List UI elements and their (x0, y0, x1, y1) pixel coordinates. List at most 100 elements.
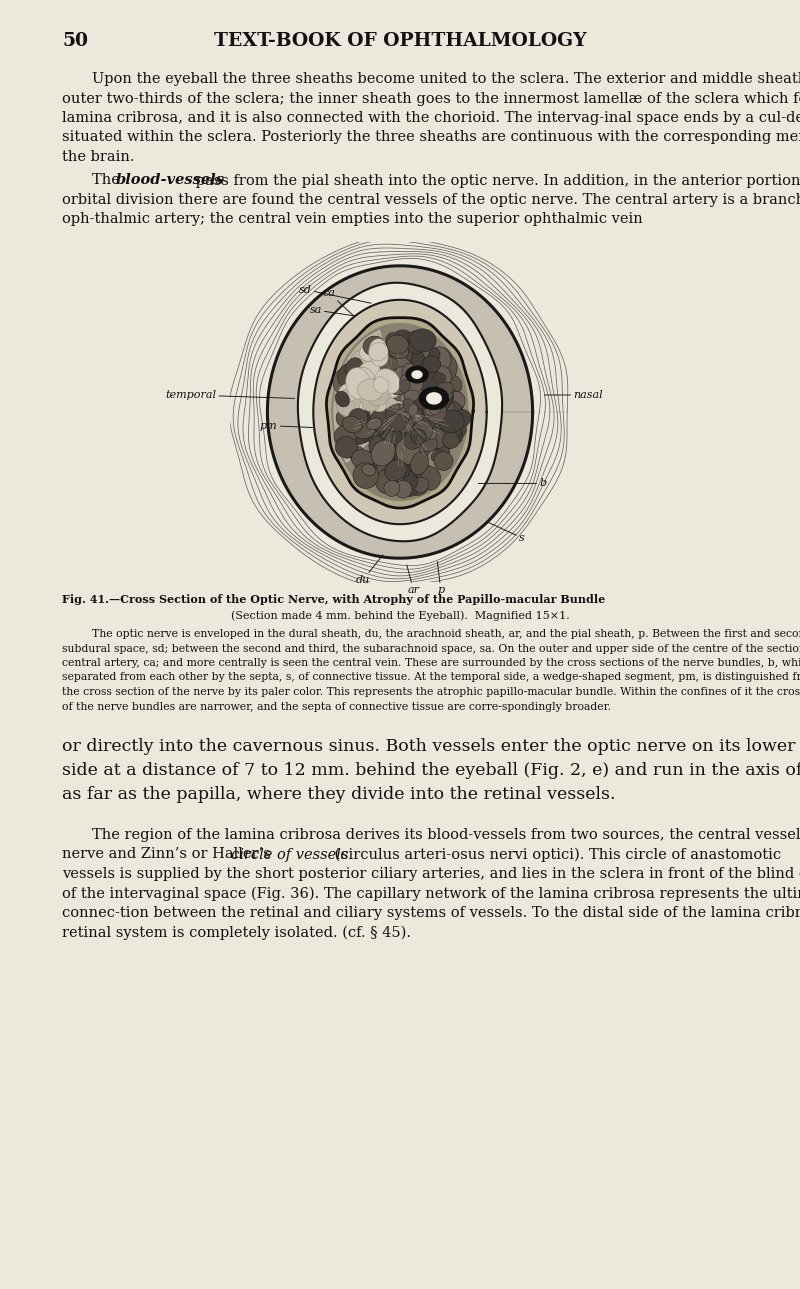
Ellipse shape (369, 436, 384, 455)
Ellipse shape (435, 366, 449, 383)
Text: retinal system is completely isolated. (cf. § 45).: retinal system is completely isolated. (… (62, 926, 411, 940)
Ellipse shape (396, 376, 417, 396)
Ellipse shape (426, 369, 450, 396)
Ellipse shape (423, 397, 446, 423)
Ellipse shape (440, 412, 453, 427)
Ellipse shape (393, 445, 417, 465)
Ellipse shape (369, 343, 388, 361)
Polygon shape (326, 317, 474, 508)
Ellipse shape (335, 437, 358, 458)
Text: the cross section of the nerve by its paler color. This represents the atrophic : the cross section of the nerve by its pa… (62, 687, 800, 697)
Ellipse shape (370, 418, 392, 440)
Ellipse shape (408, 334, 429, 349)
Text: of the nerve bundles are narrower, and the septa of connective tissue are corre-: of the nerve bundles are narrower, and t… (62, 701, 611, 712)
Text: The region of the lamina cribrosa derives its blood-vessels from two sources, th: The region of the lamina cribrosa derive… (92, 828, 800, 842)
Ellipse shape (414, 420, 429, 433)
Ellipse shape (392, 460, 410, 478)
Ellipse shape (390, 424, 418, 451)
Ellipse shape (352, 367, 374, 389)
Ellipse shape (438, 374, 462, 394)
Ellipse shape (414, 347, 442, 371)
Ellipse shape (396, 438, 420, 464)
Ellipse shape (382, 467, 403, 487)
Ellipse shape (434, 451, 453, 470)
Ellipse shape (357, 389, 372, 403)
Ellipse shape (422, 374, 435, 388)
Ellipse shape (436, 384, 452, 402)
Ellipse shape (359, 427, 379, 442)
Ellipse shape (431, 450, 444, 461)
Ellipse shape (421, 403, 431, 416)
Ellipse shape (431, 347, 451, 369)
Ellipse shape (383, 422, 396, 440)
Ellipse shape (406, 470, 430, 495)
Polygon shape (332, 324, 468, 500)
Ellipse shape (402, 384, 422, 401)
Ellipse shape (354, 411, 370, 425)
Ellipse shape (372, 398, 386, 411)
Ellipse shape (442, 432, 459, 449)
Ellipse shape (371, 440, 395, 465)
Ellipse shape (398, 456, 418, 472)
Ellipse shape (432, 428, 454, 451)
Ellipse shape (414, 477, 429, 492)
Ellipse shape (397, 474, 410, 487)
Ellipse shape (363, 336, 385, 356)
Ellipse shape (353, 418, 376, 438)
Ellipse shape (366, 366, 378, 380)
Ellipse shape (368, 370, 386, 388)
Ellipse shape (364, 374, 383, 396)
Ellipse shape (429, 398, 442, 415)
Ellipse shape (405, 409, 429, 438)
Ellipse shape (394, 450, 418, 476)
Text: or directly into the cavernous sinus. Both vessels enter the optic nerve on its : or directly into the cavernous sinus. Bo… (62, 739, 800, 755)
Ellipse shape (434, 366, 452, 383)
Ellipse shape (415, 375, 428, 389)
Ellipse shape (427, 347, 452, 371)
Polygon shape (412, 371, 422, 378)
Ellipse shape (383, 369, 399, 383)
Ellipse shape (425, 387, 443, 403)
Ellipse shape (445, 391, 463, 414)
Ellipse shape (403, 474, 418, 490)
Ellipse shape (414, 358, 430, 373)
Ellipse shape (342, 400, 366, 419)
Ellipse shape (406, 398, 418, 410)
Ellipse shape (345, 358, 362, 378)
Ellipse shape (344, 391, 368, 412)
Ellipse shape (421, 467, 441, 490)
Text: The: The (92, 174, 125, 187)
Ellipse shape (386, 333, 397, 347)
Ellipse shape (350, 446, 366, 464)
Ellipse shape (375, 418, 392, 438)
Ellipse shape (394, 425, 413, 443)
Ellipse shape (397, 396, 412, 409)
Ellipse shape (400, 379, 410, 393)
Ellipse shape (360, 365, 385, 387)
Text: 50: 50 (62, 32, 88, 50)
Ellipse shape (379, 349, 399, 369)
Ellipse shape (426, 384, 454, 410)
Text: lamina cribrosa, and it is also connected with the chorioid. The intervag-inal s: lamina cribrosa, and it is also connecte… (62, 111, 800, 125)
Ellipse shape (386, 414, 407, 432)
Text: ar: ar (406, 565, 419, 596)
Ellipse shape (397, 360, 426, 383)
Ellipse shape (391, 383, 410, 401)
Ellipse shape (394, 481, 412, 498)
Ellipse shape (335, 391, 350, 407)
Ellipse shape (396, 406, 411, 419)
Ellipse shape (436, 384, 452, 402)
Ellipse shape (409, 331, 422, 347)
Text: TEXT-BOOK OF OPHTHALMOLOGY: TEXT-BOOK OF OPHTHALMOLOGY (214, 32, 586, 50)
Polygon shape (406, 366, 428, 383)
Ellipse shape (420, 436, 438, 452)
Ellipse shape (404, 370, 420, 385)
Ellipse shape (407, 371, 424, 385)
Ellipse shape (384, 481, 400, 496)
Polygon shape (267, 266, 533, 558)
Ellipse shape (389, 361, 412, 387)
Ellipse shape (393, 342, 412, 365)
Text: The optic nerve is enveloped in the dural sheath, du, the arachnoid sheath, ar, : The optic nerve is enveloped in the dura… (92, 629, 800, 639)
Ellipse shape (400, 373, 422, 393)
Polygon shape (334, 330, 400, 463)
